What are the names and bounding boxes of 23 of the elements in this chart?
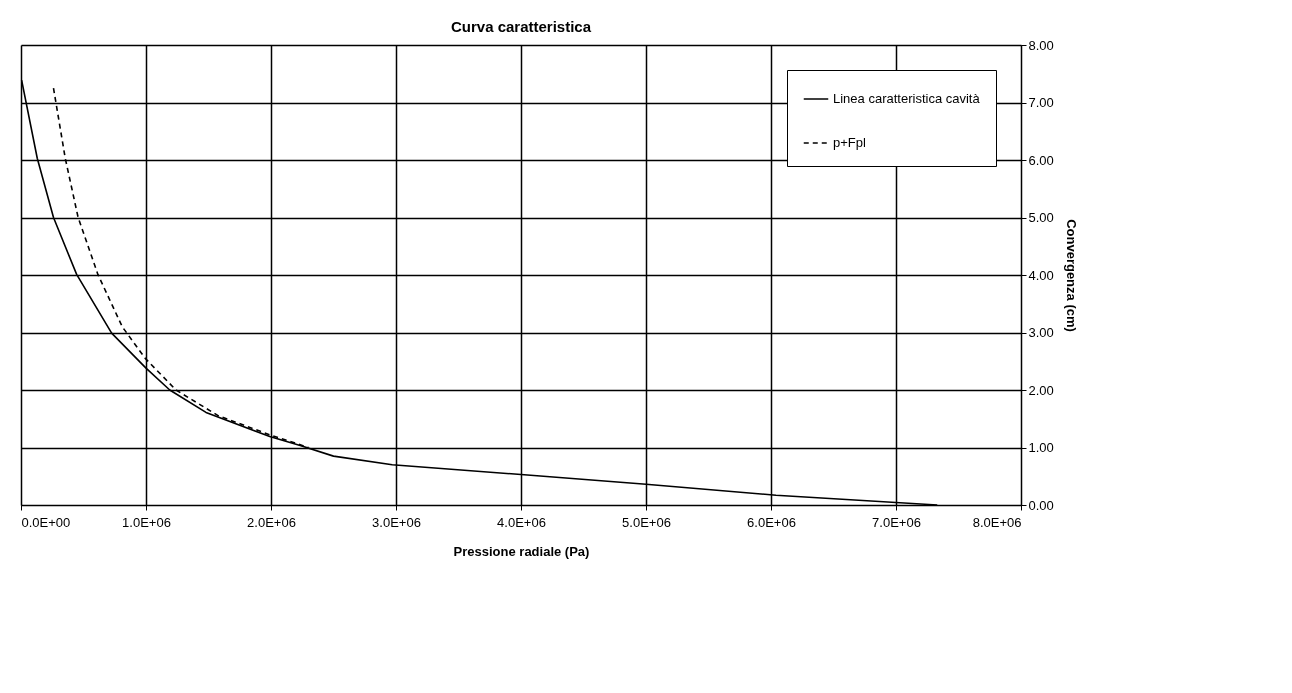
y-tick-label: 3.00 — [1028, 325, 1054, 340]
chart-title: Curva caratteristica — [450, 18, 592, 35]
x-tick-label: 1.0E+06 — [122, 514, 171, 530]
x-tick-label: 4.0E+06 — [497, 514, 546, 530]
y-tick-label: 2.00 — [1028, 382, 1054, 398]
legend-label: p+Fpl — [833, 135, 866, 150]
y-tick-label: 0.00 — [1028, 497, 1054, 513]
x-tick-label: 8.0E+06 — [972, 514, 1022, 530]
x-tick-label: 2.0E+06 — [247, 514, 296, 530]
x-tick-label: 5.0E+06 — [622, 514, 671, 530]
y-tick-label: 1.00 — [1028, 440, 1054, 455]
y-axis-title: Convergenza (cm) — [1063, 219, 1079, 332]
x-axis-title: Pressione radiale (Pa) — [453, 543, 590, 559]
x-tick-label: 0.0E+00 — [21, 514, 71, 530]
x-tick-label: 7.0E+06 — [872, 514, 921, 530]
y-tick-label: 6.00 — [1028, 152, 1054, 168]
y-tick-label: 7.00 — [1028, 95, 1054, 110]
legend-label: Linea caratteristica cavità — [833, 91, 981, 106]
y-tick-label: 4.00 — [1028, 267, 1054, 283]
y-tick-label: 5.00 — [1028, 210, 1054, 225]
y-tick-label: 8.00 — [1028, 37, 1054, 53]
x-tick-label: 6.0E+06 — [747, 514, 796, 530]
x-tick-label: 3.0E+06 — [372, 514, 421, 530]
